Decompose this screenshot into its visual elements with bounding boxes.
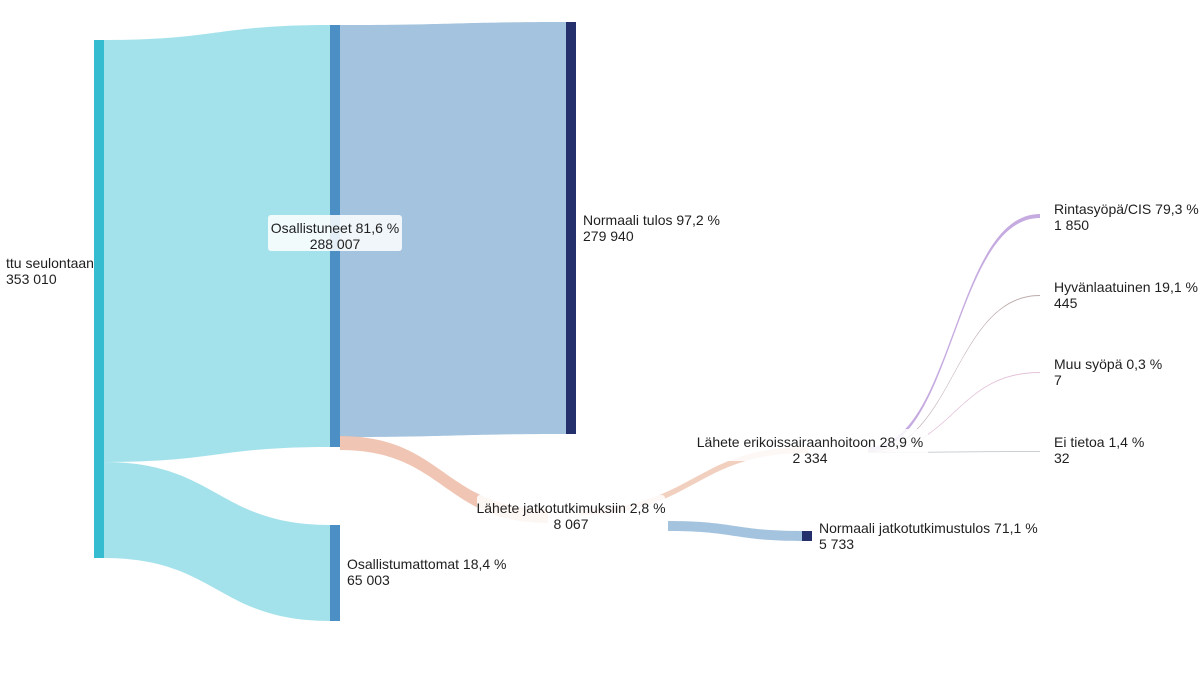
node-label-participated: Osallistuneet 81,6 % (271, 220, 399, 236)
node-label-normal_further: Normaali jatkotutkimustulos 71,1 % (819, 520, 1038, 536)
node-label-normal: Normaali tulos 97,2 % (583, 212, 720, 228)
node-value-referral_special: 2 334 (792, 450, 827, 466)
label-no_info: Ei tietoa 1,4 %32 (1054, 434, 1144, 466)
node-value-normal: 279 940 (583, 228, 634, 244)
label-cancer_cis: Rintasyöpä/CIS 79,3 %1 850 (1054, 201, 1199, 233)
node-label-benign: Hyvänlaatuinen 19,1 % (1054, 279, 1198, 295)
label-normal: Normaali tulos 97,2 %279 940 (583, 212, 720, 244)
node-label-no_info: Ei tietoa 1,4 % (1054, 434, 1144, 450)
node-value-normal_further: 5 733 (819, 536, 854, 552)
node-value-not_participated: 65 003 (347, 572, 390, 588)
node-label-other_cancer: Muu syöpä 0,3 % (1054, 356, 1162, 372)
node-value-referral_further: 8 067 (553, 516, 588, 532)
label-background (477, 495, 665, 527)
sankey-links (104, 22, 1040, 621)
node-value-other_cancer: 7 (1054, 372, 1062, 388)
link-participated-to-normal (340, 22, 566, 437)
node-label-referral_special: Lähete erikoissairaanhoitoon 28,9 % (697, 434, 924, 450)
node-label-referral_further: Lähete jatkotutkimuksiin 2,8 % (476, 500, 665, 516)
node-normal_further (802, 531, 812, 541)
node-label-cancer_cis: Rintasyöpä/CIS 79,3 % (1054, 201, 1199, 217)
node-label-not_participated: Osallistumattomat 18,4 % (347, 556, 507, 572)
node-label-invited: ttu seulontaan (6, 255, 94, 271)
link-referral_special-to-cancer_cis (868, 214, 1040, 451)
link-participated-to-referral_further (340, 436, 548, 523)
label-referral_special: Lähete erikoissairaanhoitoon 28,9 %2 334 (692, 429, 928, 466)
link-referral_special-to-benign (868, 295, 1040, 452)
link-referral_special-to-other_cancer (868, 372, 1040, 453)
label-background (268, 215, 402, 251)
link-referral_further-to-referral_special (580, 447, 808, 515)
node-value-no_info: 32 (1054, 450, 1070, 466)
label-normal_further: Normaali jatkotutkimustulos 71,1 %5 733 (819, 520, 1038, 552)
link-invited-to-participated (104, 25, 330, 462)
node-value-participated: 288 007 (310, 236, 361, 252)
link-referral_further-to-normal_further (668, 521, 802, 541)
label-referral_further: Lähete jatkotutkimuksiin 2,8 %8 067 (476, 495, 666, 532)
link-invited-to-not_participated (104, 462, 330, 621)
node-value-invited: 353 010 (6, 271, 57, 287)
label-not_participated: Osallistumattomat 18,4 %65 003 (347, 556, 507, 588)
node-value-cancer_cis: 1 850 (1054, 217, 1089, 233)
label-background (692, 429, 928, 461)
node-normal (566, 22, 576, 434)
label-other_cancer: Muu syöpä 0,3 %7 (1054, 356, 1162, 388)
node-invited (94, 40, 104, 558)
label-benign: Hyvänlaatuinen 19,1 %445 (1054, 279, 1198, 311)
node-value-benign: 445 (1054, 295, 1078, 311)
node-not_participated (330, 525, 340, 621)
label-participated: Osallistuneet 81,6 %288 007 (268, 215, 402, 252)
